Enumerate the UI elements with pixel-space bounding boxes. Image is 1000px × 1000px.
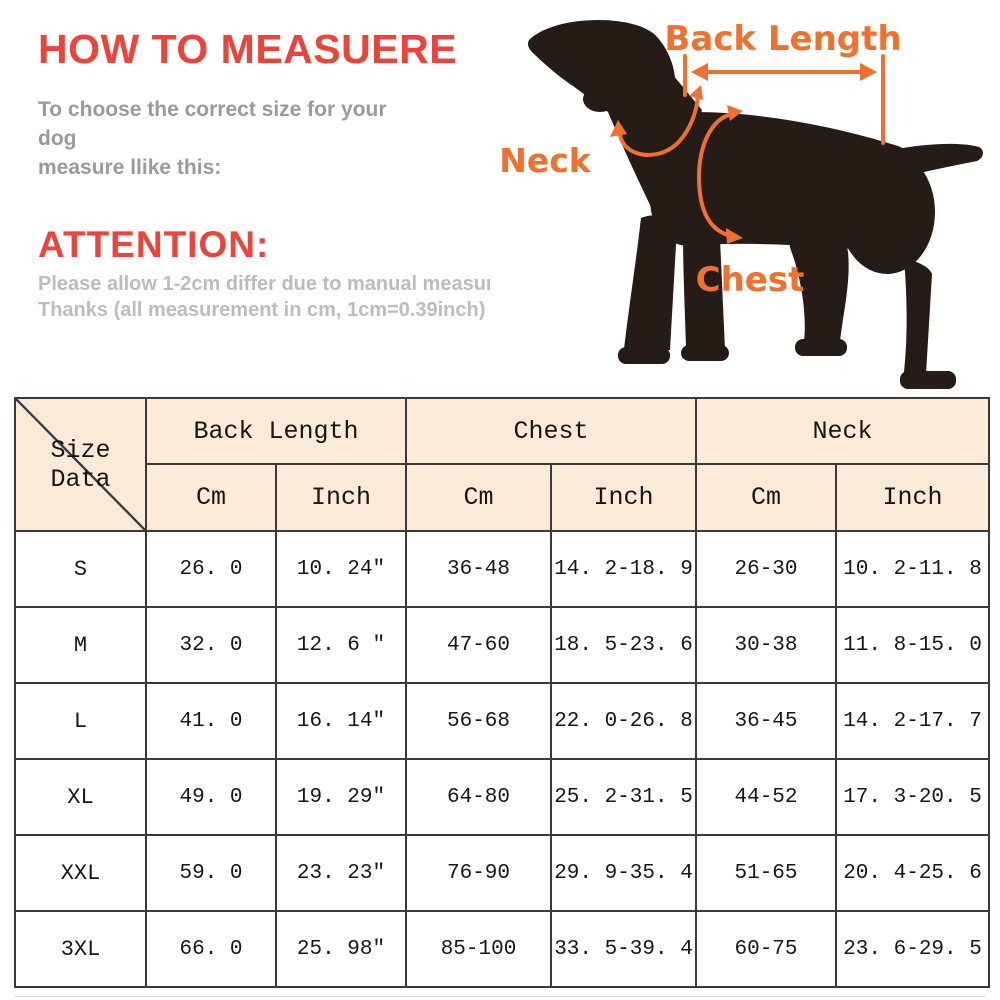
size-cell: M <box>14 606 147 684</box>
size-cell: 3XL <box>14 910 147 988</box>
chest-arc <box>696 112 735 238</box>
value-cell: 10. 24″ <box>275 530 407 608</box>
unit-header: Cm <box>695 463 838 532</box>
value-cell: 14. 2-18. 9 <box>549 530 698 608</box>
value-cell: 23. 23″ <box>275 834 407 912</box>
attention-title: ATTENTION: <box>38 224 270 265</box>
unit-header: Cm <box>405 463 552 532</box>
attention-note-line-1: Please allow 1-2cm differ due to manual … <box>38 273 490 295</box>
value-cell: 85-100 <box>405 910 552 988</box>
value-cell: 44-52 <box>695 758 838 836</box>
value-cell: 16. 14″ <box>275 682 407 760</box>
neck-arrowhead2-icon <box>689 85 703 100</box>
table-row-l: L 41. 0 16. 14″ 56-68 22. 0-26. 8 36-45 … <box>14 682 991 760</box>
back-length-label: Back Length <box>664 19 901 59</box>
unit-header: Inch <box>275 463 407 532</box>
value-cell: 51-65 <box>695 834 838 912</box>
arrow-left-icon <box>691 63 708 81</box>
group-header-neck: Neck <box>695 397 991 465</box>
value-cell: 36-48 <box>405 530 552 608</box>
value-cell: 19. 29″ <box>275 758 407 836</box>
value-cell: 76-90 <box>405 834 552 912</box>
subtitle-line-1: To choose the correct size for your dog <box>38 98 387 150</box>
dog-diagram-svg: Back Length Neck Chest <box>499 19 983 389</box>
value-cell: 60-75 <box>695 910 838 988</box>
value-cell: 25. 98″ <box>275 910 407 988</box>
table-row-xxl: XXL 59. 0 23. 23″ 76-90 29. 9-35. 4 51-6… <box>14 834 991 912</box>
neck-arc <box>618 94 700 157</box>
unit-header: Cm <box>145 463 277 532</box>
neck-label: Neck <box>499 141 592 180</box>
value-cell: 33. 5-39. 4 <box>549 910 698 988</box>
corner-label: Size Data <box>50 435 111 494</box>
size-table: Size Data Back Length Chest Neck Cm Inch… <box>14 397 991 988</box>
subtitle-line-2: measure llike this: <box>38 155 222 179</box>
size-cell: S <box>14 530 147 608</box>
value-cell: 64-80 <box>405 758 552 836</box>
table-row-xl: XL 49. 0 19. 29″ 64-80 25. 2-31. 5 44-52… <box>14 758 991 836</box>
value-cell: 26-30 <box>695 530 838 608</box>
dog-silhouette <box>528 20 983 389</box>
value-cell: 47-60 <box>405 606 552 684</box>
chest-label: Chest <box>696 260 805 300</box>
corner-diagonal-line <box>16 399 145 530</box>
value-cell: 10. 2-11. 8 <box>835 530 991 608</box>
neck-annotation: Neck <box>499 85 703 180</box>
value-cell: 49. 0 <box>145 758 277 836</box>
chest-arrowhead-bottom-icon <box>726 228 743 244</box>
table-row-s: S 26. 0 10. 24″ 36-48 14. 2-18. 9 26-30 … <box>14 530 991 608</box>
size-cell: XXL <box>14 834 147 912</box>
value-cell: 29. 9-35. 4 <box>549 834 698 912</box>
subtitle: To choose the correct size for your dog … <box>38 96 408 183</box>
size-cell: L <box>14 682 147 760</box>
table-row-3xl: 3XL 66. 0 25. 98″ 85-100 33. 5-39. 4 60-… <box>14 910 991 988</box>
attention-note: Please allow 1-2cm differ due to manual … <box>38 271 490 324</box>
value-cell: 23. 6-29. 5 <box>835 910 991 988</box>
value-cell: 22. 0-26. 8 <box>549 682 698 760</box>
group-header-chest: Chest <box>404 397 698 465</box>
value-cell: 66. 0 <box>145 910 277 988</box>
arrow-right-icon <box>860 63 877 81</box>
group-header-back-length: Back Length <box>145 397 407 465</box>
value-cell: 56-68 <box>405 682 552 760</box>
neck-arrowhead-icon <box>610 120 627 137</box>
table-row-m: M 32. 0 12. 6 ″ 47-60 18. 5-23. 6 30-38 … <box>14 606 991 684</box>
unit-header: Inch <box>835 463 991 532</box>
value-cell: 25. 2-31. 5 <box>549 758 698 836</box>
value-cell: 18. 5-23. 6 <box>549 606 698 684</box>
unit-header: Inch <box>549 463 698 532</box>
attention-note-line-2: Thanks (all measurement in cm, 1cm=0.39i… <box>38 299 486 322</box>
value-cell: 20. 4-25. 6 <box>835 834 991 912</box>
page-title: HOW TO MEASUERE <box>38 26 458 72</box>
dog-measurement-diagram: Back Length Neck Chest <box>470 0 1000 400</box>
value-cell: 26. 0 <box>145 530 277 608</box>
back-length-annotation: Back Length <box>664 19 902 145</box>
chest-annotation: Chest <box>696 105 805 300</box>
value-cell: 59. 0 <box>145 834 277 912</box>
value-cell: 32. 0 <box>145 606 277 684</box>
value-cell: 30-38 <box>695 606 838 684</box>
value-cell: 11. 8-15. 0 <box>835 606 991 684</box>
size-cell: XL <box>14 758 147 836</box>
table-unit-header-row: Cm Inch Cm Inch Cm Inch <box>15 463 991 532</box>
value-cell: 14. 2-17. 7 <box>835 682 991 760</box>
value-cell: 36-45 <box>695 682 838 760</box>
table-group-header-row: Size Data Back Length Chest Neck <box>14 397 991 532</box>
chest-arrowhead-top-icon <box>727 105 743 121</box>
bottom-crop-line <box>15 996 985 997</box>
value-cell: 12. 6 ″ <box>275 606 407 684</box>
value-cell: 41. 0 <box>145 682 277 760</box>
value-cell: 17. 3-20. 5 <box>835 758 991 836</box>
corner-cell: Size Data <box>14 397 147 532</box>
